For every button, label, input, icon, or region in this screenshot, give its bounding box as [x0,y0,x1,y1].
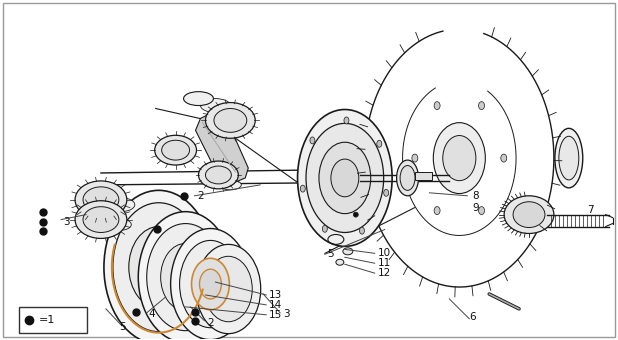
Ellipse shape [442,136,476,181]
Ellipse shape [162,140,190,160]
Ellipse shape [301,138,339,218]
Ellipse shape [138,212,233,340]
Ellipse shape [319,142,371,214]
Ellipse shape [513,202,545,227]
Ellipse shape [412,154,418,162]
Text: 3: 3 [63,217,70,226]
Ellipse shape [205,103,255,138]
Text: 2: 2 [208,318,214,328]
Text: 15: 15 [269,310,282,320]
Ellipse shape [83,207,119,233]
Ellipse shape [478,207,485,215]
Text: 6: 6 [469,312,476,322]
Ellipse shape [214,108,247,132]
Ellipse shape [434,102,440,109]
Ellipse shape [180,240,241,328]
Text: 7: 7 [586,205,593,215]
Text: 5: 5 [119,322,125,332]
Text: 4: 4 [149,309,155,319]
Ellipse shape [113,203,205,332]
Text: 11: 11 [378,258,391,268]
Ellipse shape [161,243,211,311]
Ellipse shape [75,201,127,238]
Text: 12: 12 [378,268,391,278]
Ellipse shape [205,166,231,184]
FancyBboxPatch shape [19,307,87,333]
Ellipse shape [400,166,415,190]
Ellipse shape [306,123,384,233]
Ellipse shape [192,258,229,310]
Ellipse shape [104,190,213,340]
Ellipse shape [360,227,365,234]
Ellipse shape [478,102,485,109]
Ellipse shape [323,225,328,232]
Ellipse shape [434,207,440,215]
Ellipse shape [336,259,344,265]
Text: 10: 10 [378,248,391,258]
Ellipse shape [200,99,231,113]
Text: =1: =1 [39,315,56,325]
Ellipse shape [343,248,353,255]
Ellipse shape [559,136,579,180]
Text: 8: 8 [472,191,479,201]
Ellipse shape [198,161,239,189]
Text: 9: 9 [472,203,479,213]
Ellipse shape [344,117,349,124]
Ellipse shape [83,187,119,212]
Ellipse shape [300,185,305,192]
Polygon shape [195,113,248,183]
Ellipse shape [146,224,224,331]
Ellipse shape [353,212,358,217]
Ellipse shape [171,228,250,340]
Ellipse shape [433,123,485,193]
Ellipse shape [310,137,315,144]
Ellipse shape [555,128,583,188]
Text: 2: 2 [198,191,204,201]
Ellipse shape [154,135,197,165]
Ellipse shape [397,160,418,196]
Text: 5: 5 [327,249,334,259]
Ellipse shape [205,256,252,322]
Ellipse shape [196,244,261,334]
Text: 3: 3 [283,309,290,319]
Ellipse shape [504,196,554,234]
Ellipse shape [106,219,131,231]
Ellipse shape [200,269,221,299]
Ellipse shape [501,154,507,162]
Ellipse shape [308,152,332,204]
Ellipse shape [297,109,392,246]
Ellipse shape [331,159,359,197]
Ellipse shape [129,226,188,308]
Text: 14: 14 [269,300,282,310]
Text: 13: 13 [269,290,282,300]
Ellipse shape [219,180,241,190]
Ellipse shape [184,92,213,105]
Bar [415,172,433,180]
Ellipse shape [384,189,389,196]
Ellipse shape [377,140,382,147]
Ellipse shape [107,198,135,212]
Ellipse shape [75,181,127,219]
